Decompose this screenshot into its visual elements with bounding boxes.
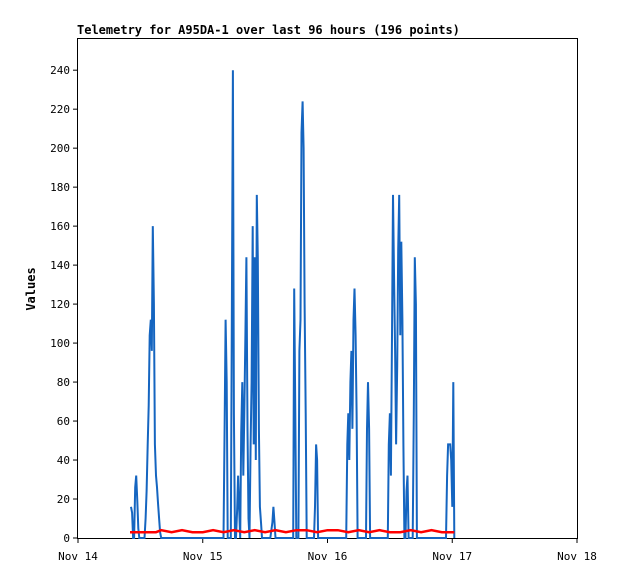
y-tick-label: 240 — [50, 64, 70, 77]
y-tick-label: 200 — [50, 142, 70, 155]
x-tick-label: Nov 18 — [557, 550, 597, 563]
series-layer — [130, 70, 456, 539]
y-tick-label: 140 — [50, 259, 70, 272]
y-tick-label: 40 — [57, 454, 70, 467]
y-tick-label: 220 — [50, 103, 70, 116]
series-line-1 — [130, 70, 456, 539]
y-tick-label: 160 — [50, 220, 70, 233]
y-tick-label: 120 — [50, 298, 70, 311]
chart-title: Telemetry for A95DA-1 over last 96 hours… — [77, 23, 460, 37]
y-tick-label: 100 — [50, 337, 70, 350]
x-axis: Nov 14 Nov 15 Nov 16 Nov 17 Nov 18 — [58, 538, 597, 563]
y-tick-label: 20 — [57, 493, 70, 506]
series-line-2 — [130, 528, 455, 534]
y-tick-label: 0 — [63, 532, 70, 545]
x-tick-label: Nov 14 — [58, 550, 98, 563]
y-tick-label: 80 — [57, 376, 70, 389]
x-tick-label: Nov 16 — [308, 550, 348, 563]
y-tick-label: 180 — [50, 181, 70, 194]
y-tick-label: 60 — [57, 415, 70, 428]
y-axis: 0 20 40 60 80 100 120 140 160 180 200 220 240 — [50, 64, 78, 545]
y-axis-label: Values — [24, 267, 38, 310]
x-tick-label: Nov 15 — [183, 550, 223, 563]
x-tick-label: Nov 17 — [432, 550, 472, 563]
